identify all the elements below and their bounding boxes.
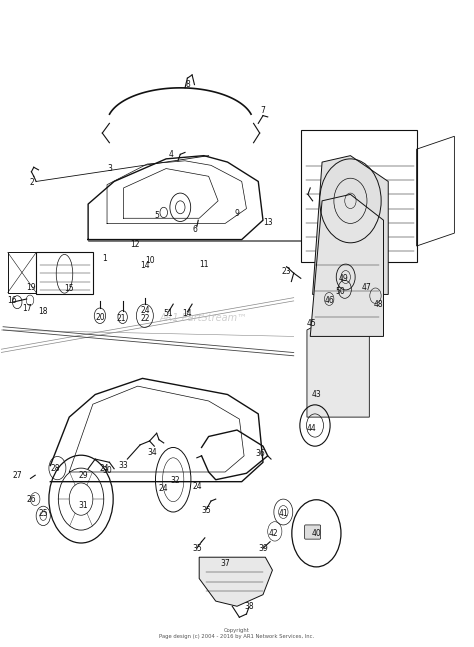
Text: 14: 14 [182,309,192,318]
Text: 24: 24 [192,482,201,490]
Text: 14: 14 [140,261,150,270]
FancyBboxPatch shape [305,525,320,539]
Text: 38: 38 [244,602,254,611]
Text: 12: 12 [131,240,140,249]
Text: 15: 15 [64,284,74,293]
Text: 43: 43 [311,390,321,399]
Text: 45: 45 [307,319,317,328]
Text: 23: 23 [282,267,292,276]
Text: 9: 9 [235,209,239,218]
Text: 31: 31 [79,501,88,510]
Text: 25: 25 [38,509,48,518]
Text: 2: 2 [29,179,34,187]
Text: 47: 47 [362,283,372,292]
Text: 37: 37 [220,559,230,568]
Text: AR1 PartStream™: AR1 PartStream™ [160,313,248,324]
Text: 42: 42 [269,529,279,538]
Text: 13: 13 [263,217,273,226]
Text: 28: 28 [50,464,60,472]
Text: 7: 7 [261,106,265,115]
Text: 48: 48 [374,300,383,309]
Text: 39: 39 [258,543,268,553]
Text: 19: 19 [27,283,36,292]
Text: 35: 35 [201,506,211,515]
Text: 24: 24 [140,306,150,315]
Text: 36: 36 [256,450,265,459]
Text: 41: 41 [279,509,288,518]
Text: 16: 16 [8,296,18,305]
Text: 17: 17 [22,303,31,313]
Text: 1: 1 [102,254,107,263]
Text: 50: 50 [335,287,345,296]
Text: 40: 40 [311,529,321,538]
Text: 20: 20 [95,313,105,322]
Text: 22: 22 [140,314,150,323]
Text: 27: 27 [12,472,22,480]
Polygon shape [199,557,273,606]
Text: 32: 32 [171,476,181,485]
Text: 30: 30 [102,466,112,475]
Text: 26: 26 [27,494,36,503]
Text: 10: 10 [145,256,155,265]
Text: 44: 44 [307,424,317,433]
Text: 3: 3 [107,164,112,173]
Text: 29: 29 [79,471,88,479]
Text: 8: 8 [185,80,190,89]
Text: 49: 49 [338,274,348,283]
Text: 51: 51 [164,309,173,318]
Polygon shape [310,194,383,336]
Polygon shape [307,317,369,417]
Text: 46: 46 [324,296,334,305]
Text: 24: 24 [159,483,169,492]
Text: 33: 33 [118,461,128,470]
Text: 4: 4 [168,150,173,159]
Text: 34: 34 [147,448,157,457]
Text: 18: 18 [38,307,48,316]
Polygon shape [313,156,388,294]
Text: 5: 5 [154,210,159,219]
Text: Copyright
Page design (c) 2004 - 2016 by AR1 Network Services, Inc.: Copyright Page design (c) 2004 - 2016 by… [159,628,315,639]
Text: 6: 6 [192,225,197,234]
Text: 21: 21 [117,314,126,323]
Text: 35: 35 [192,543,202,553]
Text: 24: 24 [100,465,109,473]
Text: 11: 11 [199,260,209,269]
